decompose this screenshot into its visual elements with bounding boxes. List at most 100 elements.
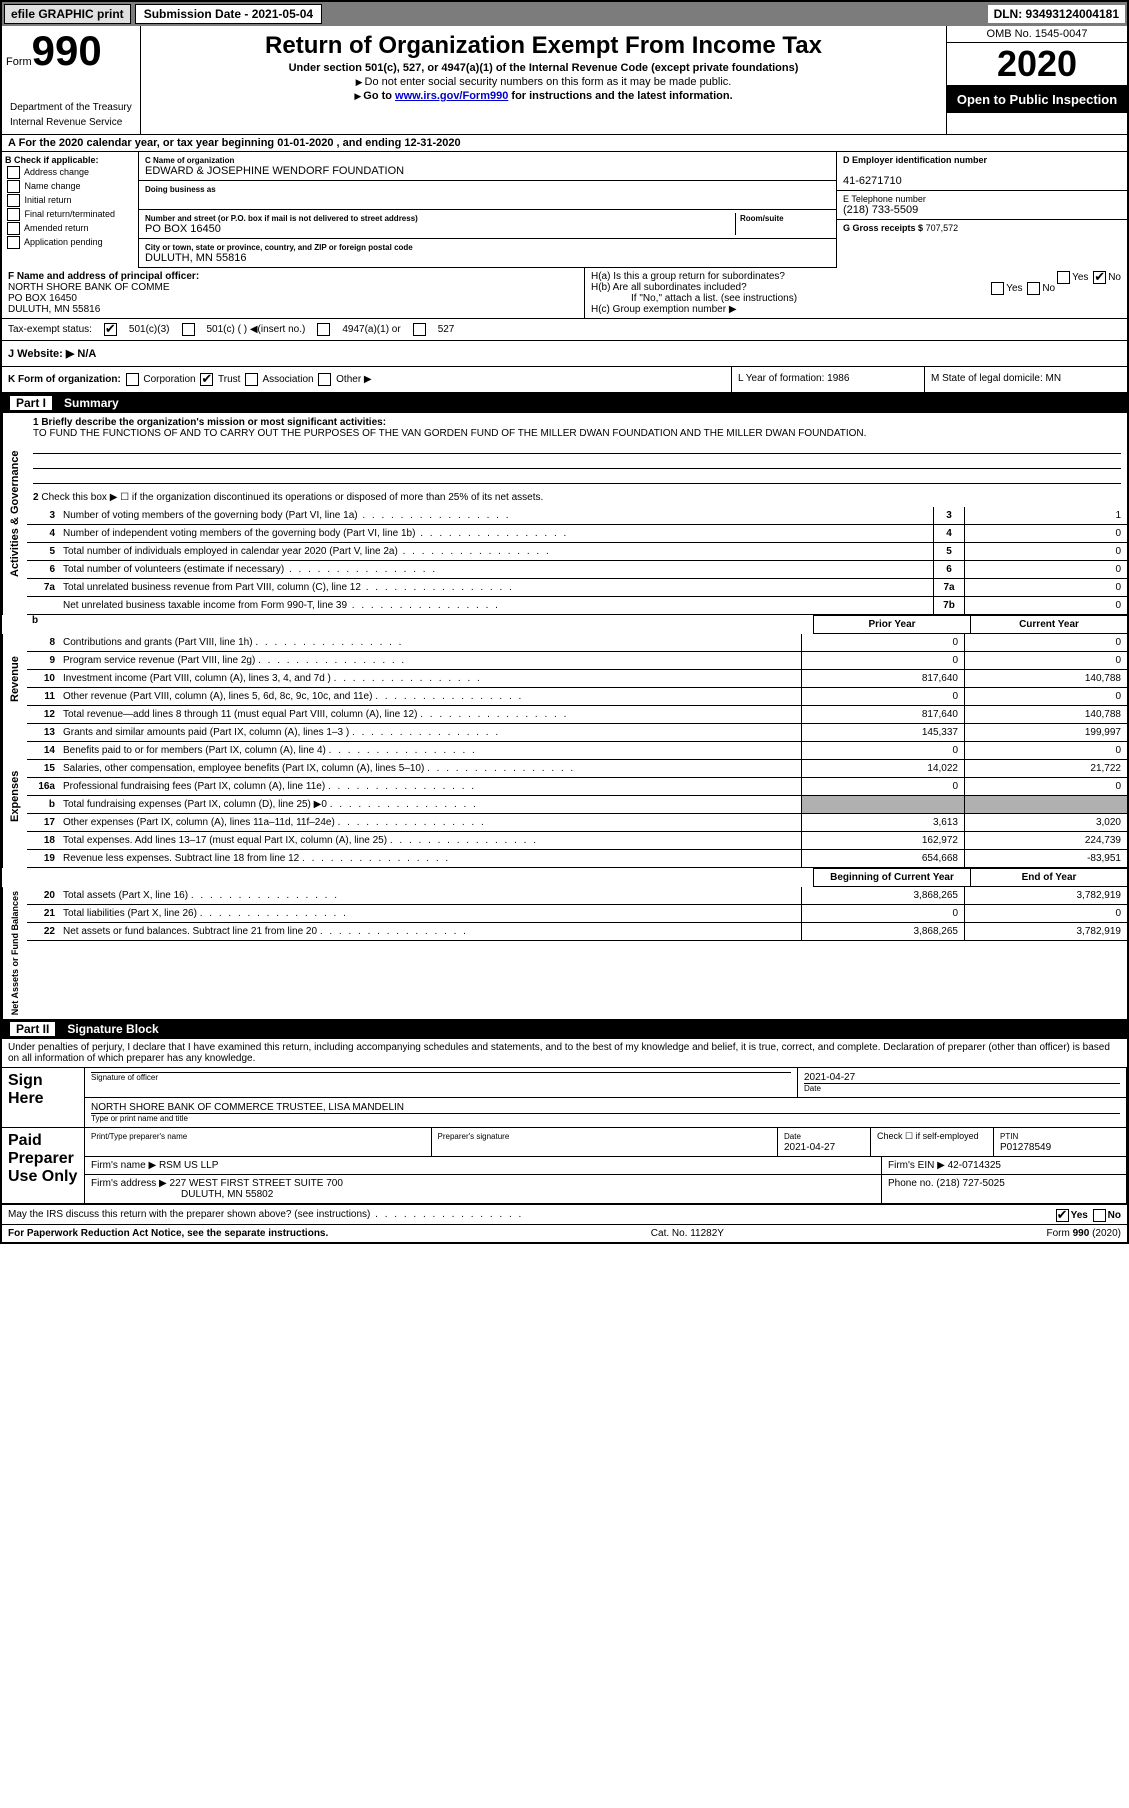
footer-left: For Paperwork Reduction Act Notice, see … bbox=[8, 1228, 328, 1239]
title-block: Return of Organization Exempt From Incom… bbox=[141, 26, 946, 134]
dept-treasury: Department of the Treasury bbox=[6, 100, 136, 115]
ck-trust[interactable] bbox=[200, 373, 213, 386]
penalty-text: Under penalties of perjury, I declare th… bbox=[2, 1039, 1127, 1067]
c-name-lbl: C Name of organization bbox=[145, 156, 234, 165]
line-8: 8Contributions and grants (Part VIII, li… bbox=[27, 634, 1127, 652]
ck-501c3[interactable] bbox=[104, 323, 117, 336]
gross: 707,572 bbox=[926, 223, 959, 233]
opt-final[interactable]: Final return/terminated bbox=[5, 208, 135, 221]
officer-addr: PO BOX 16450 bbox=[8, 293, 77, 304]
side-rev: Revenue bbox=[2, 634, 27, 724]
irs-link[interactable]: www.irs.gov/Form990 bbox=[395, 90, 508, 102]
open-to-public: Open to Public Inspection bbox=[947, 86, 1127, 113]
opt-amended[interactable]: Amended return bbox=[5, 222, 135, 235]
dba-lbl: Doing business as bbox=[145, 185, 216, 194]
omb-number: OMB No. 1545-0047 bbox=[947, 26, 1127, 43]
org-name: EDWARD & JOSEPHINE WENDORF FOUNDATION bbox=[145, 165, 404, 177]
opt-address[interactable]: Address change bbox=[5, 166, 135, 179]
f-lbl: F Name and address of principal officer: bbox=[8, 271, 199, 282]
footer-right: Form 990 (2020) bbox=[1047, 1228, 1121, 1239]
line-18: 18Total expenses. Add lines 13–17 (must … bbox=[27, 832, 1127, 850]
line-6: 6Total number of volunteers (estimate if… bbox=[27, 561, 1127, 579]
hb-lbl: H(b) Are all subordinates included? bbox=[591, 282, 747, 293]
city-lbl: City or town, state or province, country… bbox=[145, 243, 413, 252]
ptin: P01278549 bbox=[1000, 1142, 1051, 1153]
efile-btn[interactable]: efile GRAPHIC print bbox=[4, 4, 131, 24]
tax-year: 2020 bbox=[947, 43, 1127, 86]
officer-city: DULUTH, MN 55816 bbox=[8, 304, 100, 315]
form-title: Return of Organization Exempt From Incom… bbox=[149, 32, 938, 60]
part1-header: Part ISummary bbox=[2, 393, 1127, 413]
tax-exempt-lbl: Tax-exempt status: bbox=[8, 324, 92, 335]
note-ssn: Do not enter social security numbers on … bbox=[365, 76, 732, 88]
current-year-hdr: Current Year bbox=[970, 615, 1127, 634]
room-lbl: Room/suite bbox=[740, 214, 784, 223]
state-domicile: M State of legal domicile: MN bbox=[924, 367, 1127, 392]
note-goto-post: for instructions and the latest informat… bbox=[508, 90, 732, 102]
part2-header: Part IISignature Block bbox=[2, 1019, 1127, 1039]
officer-name: NORTH SHORE BANK OF COMME bbox=[8, 282, 170, 293]
form-id-box: Form990 Department of the Treasury Inter… bbox=[2, 26, 141, 134]
opt-pending[interactable]: Application pending bbox=[5, 236, 135, 249]
discuss-yes[interactable] bbox=[1056, 1209, 1069, 1222]
ck-4947[interactable] bbox=[317, 323, 330, 336]
form-word: Form bbox=[6, 56, 32, 68]
ha-lbl: H(a) Is this a group return for subordin… bbox=[591, 271, 785, 282]
sig-officer-lbl: Signature of officer bbox=[91, 1072, 791, 1082]
period-line: A For the 2020 calendar year, or tax yea… bbox=[2, 135, 1127, 152]
tel-lbl: E Telephone number bbox=[843, 194, 926, 204]
opt-initial[interactable]: Initial return bbox=[5, 194, 135, 207]
line-3: 3Number of voting members of the governi… bbox=[27, 507, 1127, 525]
side-gov: Activities & Governance bbox=[2, 413, 27, 615]
addr-lbl: Number and street (or P.O. box if mail i… bbox=[145, 214, 418, 223]
form-number: 990 bbox=[32, 27, 102, 74]
b-title: B Check if applicable: bbox=[5, 155, 99, 165]
year-formation: L Year of formation: 1986 bbox=[731, 367, 924, 392]
ck-corp[interactable] bbox=[126, 373, 139, 386]
ein-lbl: D Employer identification number bbox=[843, 155, 987, 165]
firm-ein: 42-0714325 bbox=[948, 1160, 1001, 1171]
opt-name[interactable]: Name change bbox=[5, 180, 135, 193]
dept-irs: Internal Revenue Service bbox=[6, 115, 136, 130]
footer-mid: Cat. No. 11282Y bbox=[651, 1228, 724, 1239]
line-5: 5Total number of individuals employed in… bbox=[27, 543, 1127, 561]
line-17: 17Other expenses (Part IX, column (A), l… bbox=[27, 814, 1127, 832]
line-b: bTotal fundraising expenses (Part IX, co… bbox=[27, 796, 1127, 814]
discuss-no[interactable] bbox=[1093, 1209, 1106, 1222]
dln: DLN: 93493124004181 bbox=[988, 5, 1125, 23]
ck-assoc[interactable] bbox=[245, 373, 258, 386]
line-9: 9Program service revenue (Part VIII, lin… bbox=[27, 652, 1127, 670]
line-4: 4Number of independent voting members of… bbox=[27, 525, 1127, 543]
discuss-text: May the IRS discuss this return with the… bbox=[8, 1209, 370, 1220]
line-13: 13Grants and similar amounts paid (Part … bbox=[27, 724, 1127, 742]
ck-527[interactable] bbox=[413, 323, 426, 336]
note-goto-pre: Go to bbox=[363, 90, 395, 102]
subtitle: Under section 501(c), 527, or 4947(a)(1)… bbox=[149, 62, 938, 74]
sig-date: 2021-04-27 bbox=[804, 1072, 855, 1083]
mission-lbl: 1 Briefly describe the organization's mi… bbox=[33, 417, 386, 428]
ck-501c[interactable] bbox=[182, 323, 195, 336]
line-21: 21Total liabilities (Part X, line 26) 00 bbox=[27, 905, 1127, 923]
line-22: 22Net assets or fund balances. Subtract … bbox=[27, 923, 1127, 941]
top-bar: efile GRAPHIC print Submission Date - 20… bbox=[2, 2, 1127, 26]
prior-year-hdr: Prior Year bbox=[813, 615, 970, 634]
gross-lbl: G Gross receipts $ bbox=[843, 223, 923, 233]
firm-phone: (218) 727-5025 bbox=[936, 1178, 1004, 1189]
line-7a: 7aTotal unrelated business revenue from … bbox=[27, 579, 1127, 597]
line-14: 14Benefits paid to or for members (Part … bbox=[27, 742, 1127, 760]
ein: 41-6271710 bbox=[843, 175, 902, 187]
line-10: 10Investment income (Part VIII, column (… bbox=[27, 670, 1127, 688]
sign-here: Sign Here bbox=[2, 1068, 85, 1128]
line-20: 20Total assets (Part X, line 16) 3,868,2… bbox=[27, 887, 1127, 905]
firm-name: RSM US LLP bbox=[159, 1160, 218, 1171]
side-exp: Expenses bbox=[2, 724, 27, 868]
tel: (218) 733-5509 bbox=[843, 204, 918, 216]
paid-preparer: Paid Preparer Use Only bbox=[2, 1128, 85, 1204]
line-7b: Net unrelated business taxable income fr… bbox=[27, 597, 1127, 615]
line2: Check this box ▶ ☐ if the organization d… bbox=[41, 492, 543, 503]
hc-lbl: H(c) Group exemption number ▶ bbox=[591, 304, 1121, 315]
end-year-hdr: End of Year bbox=[970, 868, 1127, 887]
ck-other[interactable] bbox=[318, 373, 331, 386]
col-b: B Check if applicable: Address change Na… bbox=[2, 152, 139, 268]
addr: PO BOX 16450 bbox=[145, 223, 221, 235]
